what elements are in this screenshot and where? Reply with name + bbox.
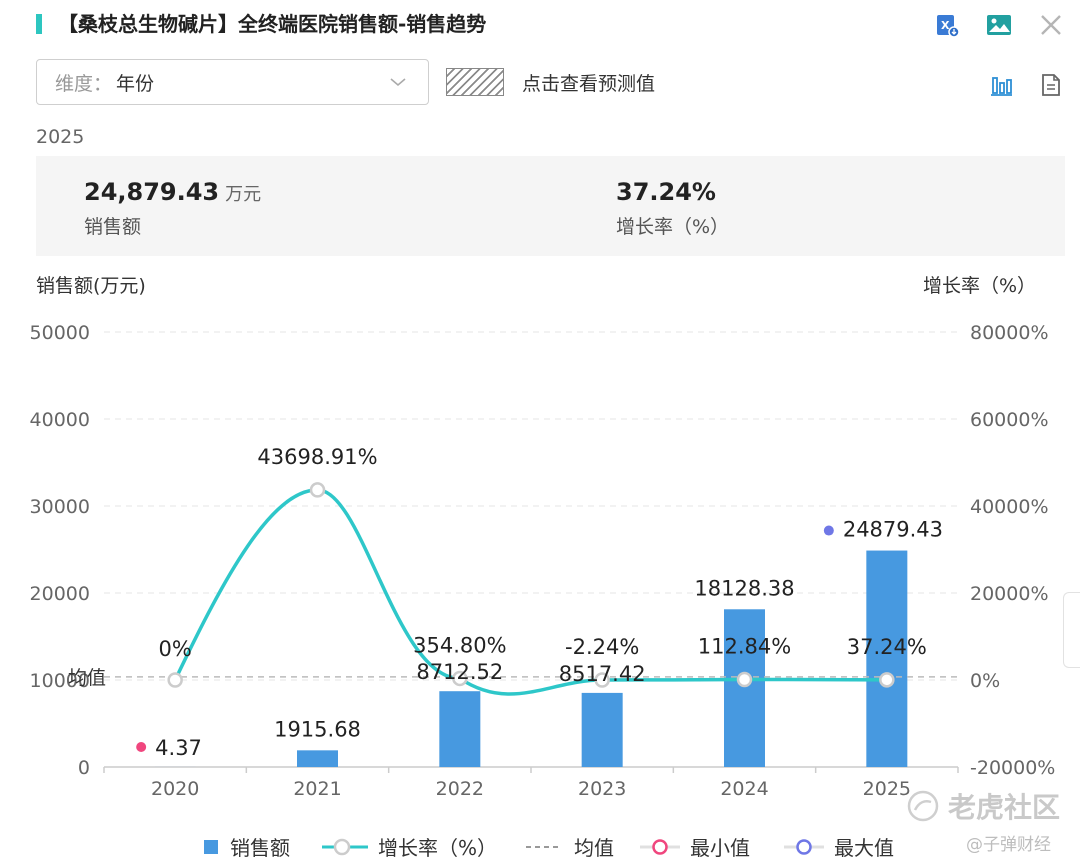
growth-rate-label: -2.24% [565,635,639,659]
dimension-value: 年份 [116,72,155,95]
left-tick-label: 40000 [30,409,90,431]
sales-bar [297,750,338,767]
sales-metric-value: 24,879.43 万元 [84,178,261,206]
left-axis-title: 销售额(万元) [36,275,146,297]
header-bar: 【桑枝总生物碱片】全终端医院销售额-销售趋势 X [0,0,1080,50]
dimension-label: 维度： [55,72,113,95]
sales-value: 24,879.43 [84,178,220,206]
max-value-marker [823,525,834,536]
sales-bar-label: 4.37 [155,736,202,760]
legend-mean-label: 均值 [574,836,614,860]
summary-panel: 24,879.43 万元 销售额 37.24% 增长率（%） [36,156,1065,256]
right-tick-label: 20000% [970,583,1049,605]
legend-growth-label: 增长率（%） [378,836,498,860]
watermark-main: 老虎社区 [906,786,1060,826]
growth-rate-point [309,482,326,498]
legend-sales[interactable]: 销售额 [204,832,290,861]
growth-rate-point [736,671,753,688]
forecast-toggle[interactable]: 点击查看预测值 [446,68,655,96]
x-tick-label: 2025 [863,778,911,800]
dimension-select[interactable]: 维度： 年份 [36,59,429,105]
left-tick-label: 0 [78,757,90,779]
right-axis-title: 增长率（%） [923,275,1036,297]
growth-rate-point [452,670,468,687]
legend-min-label: 最小值 [690,836,750,860]
svg-text:X: X [941,19,950,32]
view-switcher [986,70,1066,100]
right-tick-label: 80000% [970,322,1049,344]
sales-metric: 24,879.43 万元 销售额 [84,178,261,239]
sales-bar-label: 24879.43 [843,518,943,542]
left-tick-label: 50000 [30,322,90,344]
growth-rate-point [879,672,895,688]
right-tick-label: -20000% [970,757,1055,779]
x-tick-label: 2021 [293,778,341,800]
chart-legend: 销售额 增长率（%） 均值 最小值 最大值 [0,826,1080,866]
sales-bar-label: 18128.38 [694,576,794,600]
side-panel-tab[interactable] [1063,592,1080,668]
x-tick-label: 2022 [436,778,484,800]
right-tick-label: 60000% [970,409,1049,431]
sales-trend-chart: 销售额(万元) 增长率（%） 0 -20000% 10000 0% 20000 20000% 3… [30,275,1056,800]
growth-rate-label: 0% [159,637,192,661]
legend-mean[interactable]: 均值 [526,832,614,861]
right-tick-label: 0% [970,670,1000,692]
forecast-hatch-icon [446,68,504,96]
growth-metric: 37.24% 增长率（%） [616,178,729,239]
header-actions: X [932,10,1066,40]
mean-line-label: 均值 [68,667,106,689]
sales-bar [866,550,908,767]
excel-export-icon[interactable]: X [932,10,962,40]
sales-unit: 万元 [225,184,262,205]
right-tick-label: 40000% [970,496,1049,518]
growth-rate-point [167,672,183,688]
close-icon[interactable] [1036,10,1066,40]
growth-label: 增长率（%） [616,216,730,238]
title-accent-bar [36,14,42,34]
left-tick-label: 30000 [30,496,90,518]
x-tick-label: 2024 [720,778,768,800]
growth-value: 37.24% [616,178,716,206]
legend-max-label: 最大值 [834,836,894,860]
x-tick-label: 2020 [151,778,199,800]
summary-year: 2025 [36,126,85,148]
legend-growth[interactable]: 增长率（%） [322,832,497,861]
growth-rate-label: 112.84% [698,635,791,659]
legend-max[interactable]: 最大值 [784,832,894,861]
growth-rate-label: 43698.91% [257,445,377,469]
left-tick-label: 20000 [30,583,90,605]
watermark-logo-icon [907,790,939,822]
watermark-main-text: 老虎社区 [948,791,1061,824]
chevron-down-icon [388,72,408,97]
sales-bar [581,692,623,767]
sales-bar-label: 8712.52 [416,660,503,684]
page-title: 【桑枝总生物碱片】全终端医院销售额-销售趋势 [58,12,487,36]
sales-bar [439,691,481,767]
growth-rate-point [594,672,610,688]
sales-label: 销售额 [84,216,142,238]
left-tick-label: 10000 [30,670,90,692]
sales-bar [724,609,765,767]
forecast-label: 点击查看预测值 [522,72,656,95]
x-tick-label: 2023 [578,778,626,800]
min-value-marker [136,742,147,752]
bar-chart-icon[interactable] [986,70,1016,100]
image-export-icon[interactable] [984,10,1014,40]
sales-bar-label: 1915.68 [274,717,361,741]
growth-rate-label: 37.24% [847,635,927,659]
legend-min[interactable]: 最小值 [640,832,750,861]
table-view-icon[interactable] [1036,70,1066,100]
watermark-sub: @子弹财经 [966,835,1051,855]
legend-sales-label: 销售额 [230,836,290,860]
sales-bar-label: 8517.42 [559,662,646,686]
growth-rate-label: 354.80% [413,633,506,657]
